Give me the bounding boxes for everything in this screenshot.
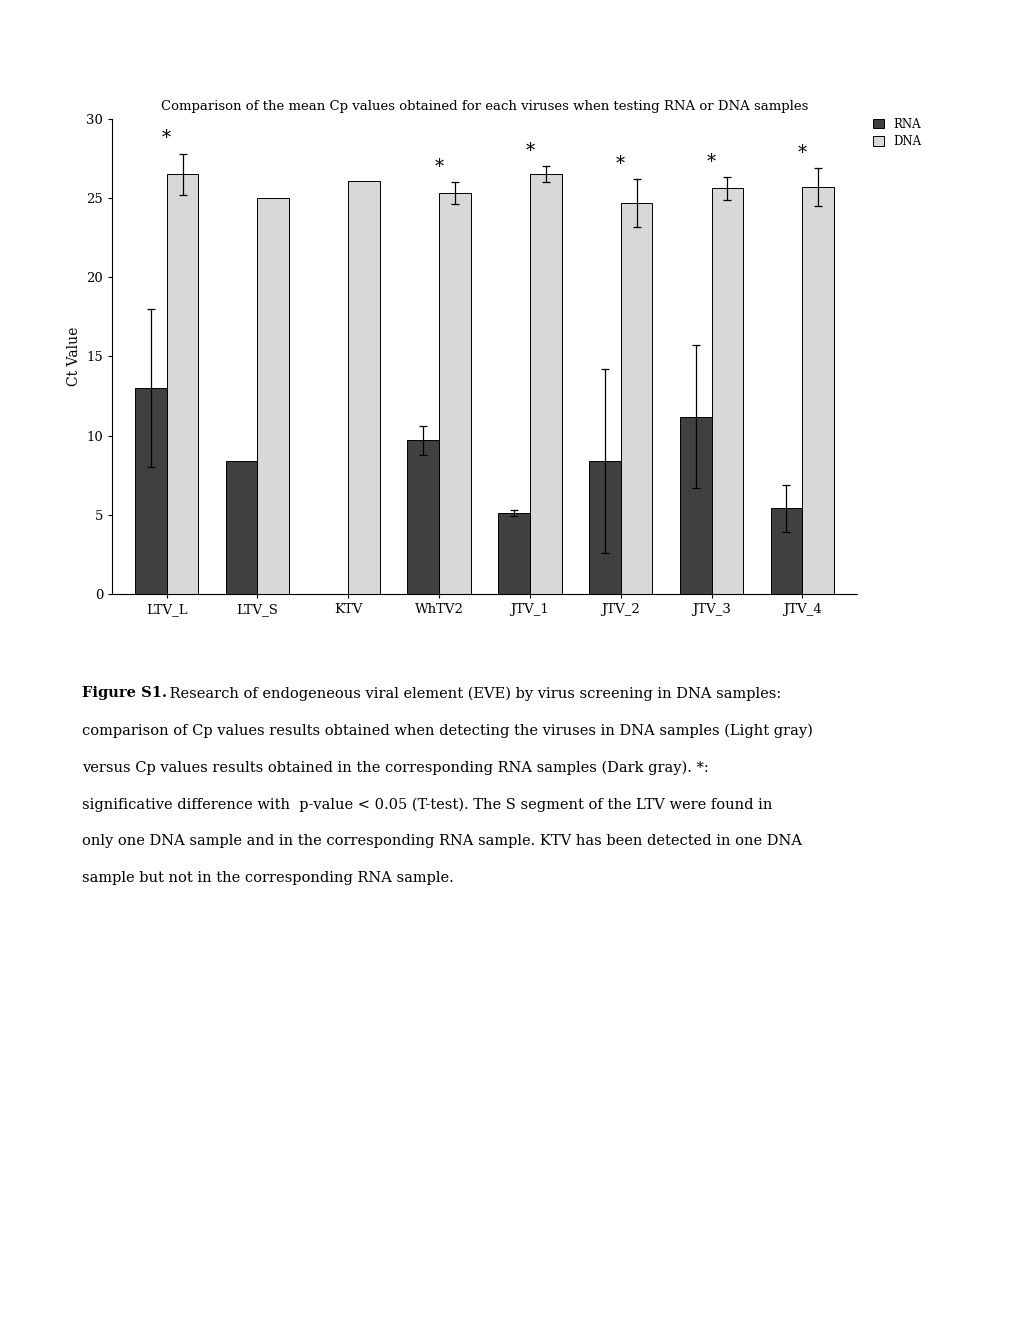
Text: *: *	[706, 153, 715, 172]
Legend: RNA, DNA: RNA, DNA	[869, 115, 923, 150]
Bar	[802, 187, 834, 594]
Bar	[135, 388, 166, 594]
Text: sample but not in the corresponding RNA sample.: sample but not in the corresponding RNA …	[82, 871, 452, 886]
Bar	[347, 181, 380, 594]
Bar	[769, 508, 802, 594]
Text: *: *	[434, 158, 443, 176]
Bar	[621, 203, 652, 594]
Text: *: *	[615, 154, 625, 173]
Text: comparison of Cp values results obtained when detecting the viruses in DNA sampl: comparison of Cp values results obtained…	[82, 723, 812, 738]
Bar	[438, 193, 471, 594]
Bar	[530, 174, 561, 594]
Bar	[225, 461, 257, 594]
Text: Research of endogeneous viral element (EVE) by virus screening in DNA samples:: Research of endogeneous viral element (E…	[165, 686, 781, 701]
Text: significative difference with  p-value < 0.05 (T-test). The S segment of the LTV: significative difference with p-value < …	[82, 797, 771, 812]
Text: *: *	[525, 143, 534, 160]
Text: versus Cp values results obtained in the corresponding RNA samples (Dark gray). : versus Cp values results obtained in the…	[82, 760, 707, 775]
Bar	[588, 461, 621, 594]
Title: Comparison of the mean Cp values obtained for each viruses when testing RNA or D: Comparison of the mean Cp values obtaine…	[161, 100, 807, 114]
Bar	[257, 198, 289, 594]
Text: only one DNA sample and in the corresponding RNA sample. KTV has been detected i: only one DNA sample and in the correspon…	[82, 834, 801, 849]
Bar	[679, 417, 711, 594]
Bar	[166, 174, 199, 594]
Text: *: *	[162, 129, 171, 148]
Bar	[407, 441, 438, 594]
Text: Figure S1.: Figure S1.	[82, 686, 166, 701]
Text: *: *	[797, 144, 806, 161]
Bar	[497, 513, 530, 594]
Bar	[711, 189, 743, 594]
Y-axis label: Ct Value: Ct Value	[66, 327, 81, 385]
